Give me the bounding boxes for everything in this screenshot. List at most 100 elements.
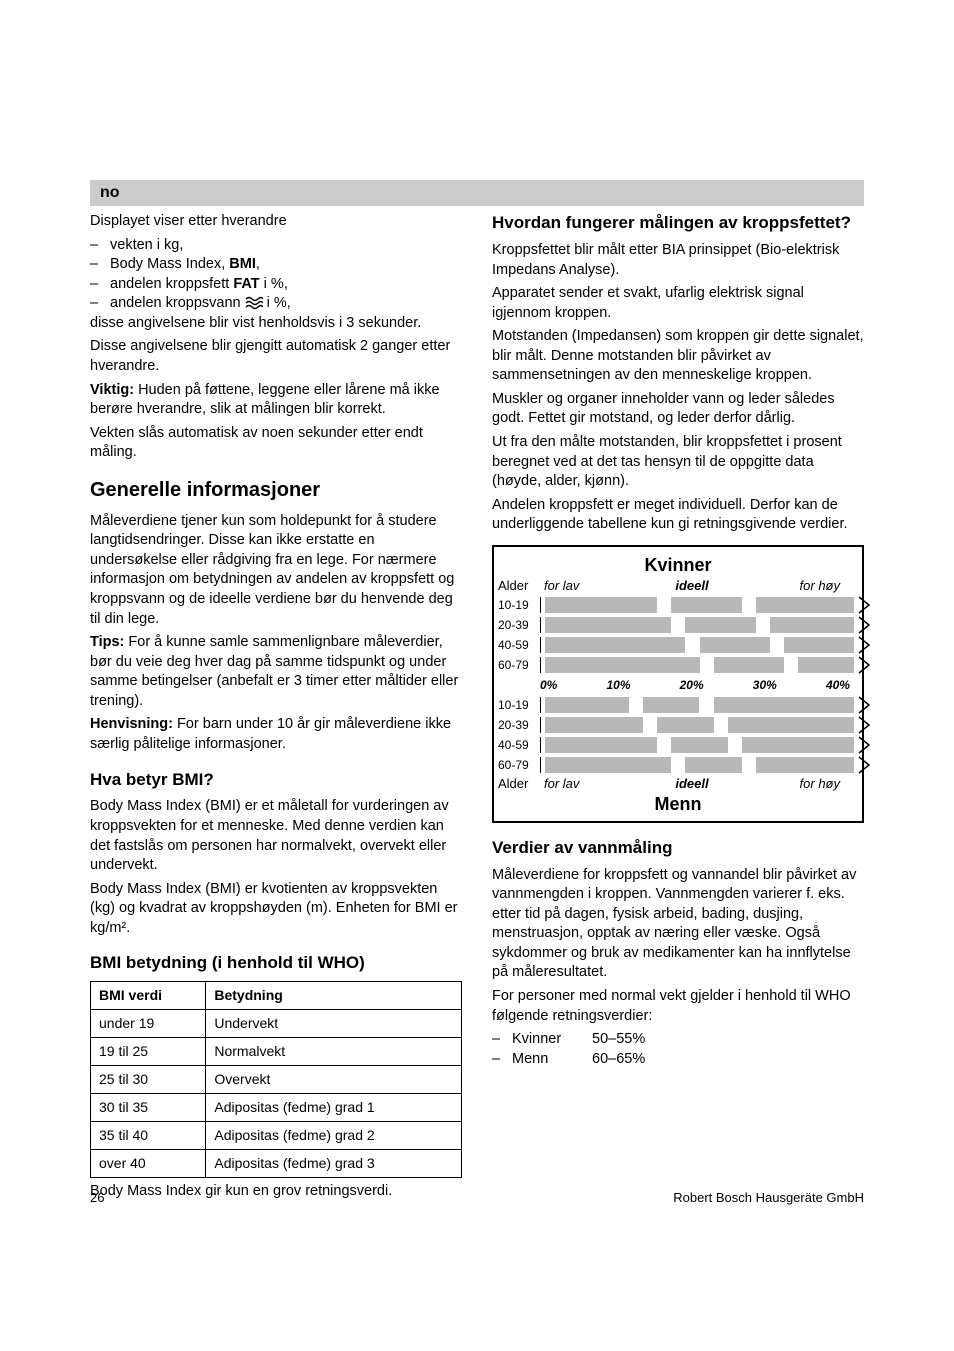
- age-label: 40-59: [498, 637, 541, 653]
- age-label: 10-19: [498, 697, 541, 713]
- bmi-p1: Body Mass Index (BMI) er et måletall for…: [90, 797, 462, 875]
- heading-fat: Hvordan fungerer målingen av kroppsfette…: [492, 212, 864, 235]
- page-number: 26: [90, 1190, 104, 1205]
- chart-title-men: Menn: [498, 792, 858, 816]
- table-row: 30 til 35Adipositas (fedme) grad 1: [91, 1093, 462, 1121]
- viktig-text: Huden på føttene, leggene eller lårene m…: [90, 382, 440, 418]
- viktig-label: Viktig:: [90, 382, 134, 398]
- water-value-list: –Kvinner50–55%–Menn60–65%: [492, 1030, 864, 1069]
- bar-segment: [545, 697, 629, 713]
- bar-segment: [545, 737, 657, 753]
- chart-row: 40-59: [498, 735, 858, 755]
- age-label: 20-39: [498, 617, 541, 633]
- chart-row: 10-19: [498, 595, 858, 615]
- bar-segment: [756, 597, 854, 613]
- auto-off: Vekten slås automatisk av noen sekunder …: [90, 424, 462, 463]
- bar-segment: [742, 737, 854, 753]
- heading-general: Generelle informasjoner: [90, 477, 462, 504]
- chart-row: 60-79: [498, 755, 858, 775]
- heading-water: Verdier av vannmåling: [492, 837, 864, 860]
- water-guide-intro: For personer med normal vekt gjelder i h…: [492, 987, 864, 1026]
- th: Betydning: [206, 982, 462, 1010]
- page: no Displayet viser etter hverandre –vekt…: [0, 0, 954, 1265]
- bar-segment: [643, 697, 699, 713]
- chart-row: 40-59: [498, 635, 858, 655]
- age-label: 40-59: [498, 737, 541, 753]
- text-line: Kroppsfettet blir målt etter BIA prinsip…: [492, 241, 864, 280]
- range-ideal: ideell: [643, 577, 742, 595]
- bar-segment: [798, 657, 854, 673]
- intro-line: Displayet viser etter hverandre: [90, 212, 462, 232]
- bar-segment: [545, 757, 671, 773]
- bar-wrap: [545, 637, 854, 653]
- chart-women: 10-19 20-39 40-59 60-79: [498, 595, 858, 675]
- two-column-layout: Displayet viser etter hverandre –vekten …: [90, 212, 864, 1205]
- chart-box: Kvinner Alder for lav ideell for høy 10-…: [492, 545, 864, 823]
- axis-row: 0%10%20%30%40%: [540, 677, 858, 693]
- table-header-row: BMI verdi Betydning: [91, 982, 462, 1010]
- th: BMI verdi: [91, 982, 206, 1010]
- text-line: Disse angivelsene blir gjengitt automati…: [90, 337, 462, 376]
- table-row: 19 til 25Normalvekt: [91, 1038, 462, 1066]
- bar-segment: [700, 637, 770, 653]
- table-row: under 19Undervekt: [91, 1010, 462, 1038]
- table-row: over 40Adipositas (fedme) grad 3: [91, 1149, 462, 1177]
- chart-row: 10-19: [498, 695, 858, 715]
- bar-wrap: [545, 697, 854, 713]
- age-label: 20-39: [498, 717, 541, 733]
- right-column: Hvordan fungerer målingen av kroppsfette…: [492, 212, 864, 1205]
- bullet-list: –vekten i kg,–Body Mass Index, BMI,–ande…: [90, 236, 462, 314]
- left-column: Displayet viser etter hverandre –vekten …: [90, 212, 462, 1205]
- age-label: 60-79: [498, 757, 541, 773]
- bar-segment: [671, 737, 727, 753]
- table-row: 35 til 40Adipositas (fedme) grad 2: [91, 1121, 462, 1149]
- bar-segment: [685, 617, 755, 633]
- chart-row: 60-79: [498, 655, 858, 675]
- bar-wrap: [545, 737, 854, 753]
- bar-wrap: [545, 757, 854, 773]
- bar-wrap: [545, 657, 854, 673]
- tips-text: For å kunne samle sammenlignbare målever…: [90, 634, 458, 709]
- list-item: –andelen kroppsvann i %,: [90, 294, 462, 314]
- bar-segment: [770, 617, 854, 633]
- list-item: –vekten i kg,: [90, 236, 462, 256]
- range-high: for høy: [741, 775, 858, 793]
- table-heading: BMI betydning (i henhold til WHO): [90, 952, 462, 975]
- text-line: Motstanden (Impedansen) som kroppen gir …: [492, 327, 864, 386]
- axis-tick: 30%: [753, 677, 777, 693]
- text-line: disse angivelsene blir vist henholdsvis …: [90, 314, 462, 334]
- henv-paragraph: Henvisning: For barn under 10 år gir mål…: [90, 715, 462, 754]
- bar-segment: [714, 657, 784, 673]
- table-row: 25 til 30Overvekt: [91, 1065, 462, 1093]
- language-bar: no: [90, 180, 864, 206]
- range-low: for lav: [544, 775, 643, 793]
- henv-label: Henvisning:: [90, 716, 173, 732]
- bar-segment: [545, 617, 671, 633]
- general-p1: Måleverdiene tjener kun som holdepunkt f…: [90, 512, 462, 629]
- bar-segment: [784, 637, 854, 653]
- chart-title-women: Kvinner: [498, 553, 858, 577]
- footer: 26 Robert Bosch Hausgeräte GmbH: [90, 1190, 864, 1205]
- bmi-p2: Body Mass Index (BMI) er kvotienten av k…: [90, 880, 462, 939]
- range-high: for høy: [741, 577, 858, 595]
- axis-tick: 0%: [540, 677, 557, 693]
- tips-paragraph: Tips: For å kunne samle sammenlignbare m…: [90, 633, 462, 711]
- bar-segment: [545, 657, 700, 673]
- axis-tick: 20%: [680, 677, 704, 693]
- range-ideal: ideell: [643, 775, 742, 793]
- water-p: Måleverdiene for kroppsfett og vannandel…: [492, 866, 864, 983]
- bar-segment: [756, 757, 854, 773]
- fat-paragraphs: Kroppsfettet blir målt etter BIA prinsip…: [492, 241, 864, 535]
- bar-segment: [685, 757, 741, 773]
- chart-men: 10-19 20-39 40-59 60-79: [498, 695, 858, 775]
- bar-wrap: [545, 597, 854, 613]
- text-line: Ut fra den målte motstanden, blir kropps…: [492, 433, 864, 492]
- heading-bmi: Hva betyr BMI?: [90, 769, 462, 792]
- chart-row: 20-39: [498, 615, 858, 635]
- chart-range-header-bottom: Alder for lav ideell for høy: [498, 775, 858, 793]
- axis-tick: 10%: [606, 677, 630, 693]
- age-label: 10-19: [498, 597, 541, 613]
- range-low: for lav: [544, 577, 643, 595]
- bar-segment: [657, 717, 713, 733]
- age-label: Alder: [498, 577, 544, 595]
